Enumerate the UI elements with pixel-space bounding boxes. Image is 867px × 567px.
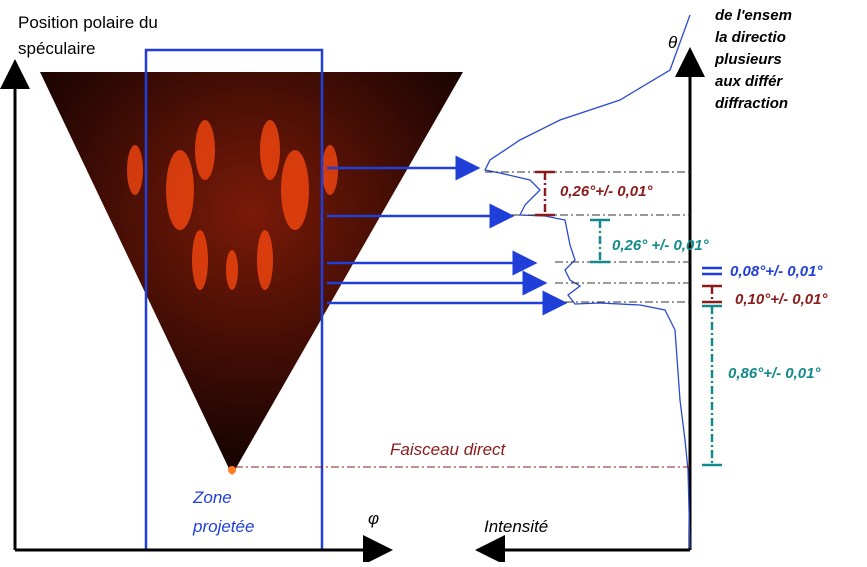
direct-spot [228, 466, 236, 474]
caption: de l'ensem la directio plusieurs aux dif… [714, 7, 792, 112]
diffraction-spots [127, 120, 338, 290]
measurement: 0,26° +/- 0,01° [612, 237, 710, 254]
caption-line: la directio [715, 29, 786, 46]
phi-label: φ [368, 509, 379, 528]
measurement: 0,86°+/- 0,01° [728, 365, 821, 382]
caption-line: diffraction [715, 95, 788, 112]
title: spéculaire [18, 39, 96, 58]
measurement: 0,08°+/- 0,01° [730, 263, 823, 280]
axes [0, 47, 705, 565]
intensity-label: Intensité [484, 517, 548, 536]
level-lines [235, 171, 690, 468]
arrows [327, 155, 568, 316]
caption-line: de l'ensem [715, 7, 792, 24]
theta-label: θ [668, 33, 678, 52]
caption-line: aux différ [715, 73, 783, 90]
intensity-profile [484, 14, 691, 549]
diffraction-image [40, 72, 463, 475]
caption-line: plusieurs [714, 51, 782, 68]
zone-label: projetée [192, 517, 254, 536]
brackets [535, 170, 722, 467]
direct-beam-label: Faisceau direct [390, 440, 507, 459]
title: Position polaire du [18, 13, 158, 32]
measurement: 0,26°+/- 0,01° [560, 183, 653, 200]
measurement: 0,10°+/- 0,01° [735, 291, 828, 308]
zone-label: Zone [192, 488, 232, 507]
